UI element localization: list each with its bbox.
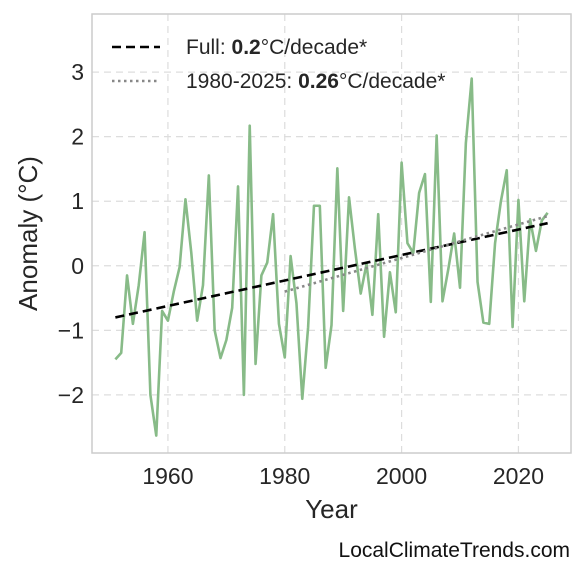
legend-label-1980-2025: 1980-2025: 0.26°C/decade*	[186, 70, 445, 93]
y-axis-label: Anomaly (°C)	[13, 156, 43, 311]
grid	[92, 14, 571, 453]
trend-line-full	[115, 221, 548, 319]
legend-label-full-value: 0.2	[232, 36, 261, 59]
plot-background	[92, 14, 571, 453]
legend: Full: 0.2°C/decade* 1980-2025: 0.26°C/de…	[112, 36, 445, 93]
x-tick-label: 1980	[259, 463, 310, 489]
legend-label-1980-suffix: °C/decade*	[339, 70, 445, 93]
series-anomaly-line	[114, 77, 549, 437]
legend-label-full: Full: 0.2°C/decade*	[186, 36, 367, 59]
y-tick-label: 1	[71, 188, 84, 214]
y-tick-label: 3	[71, 59, 84, 85]
credit-text: LocalClimateTrends.com	[338, 539, 570, 562]
y-tick-label: 0	[71, 253, 84, 279]
plot-frame	[91, 13, 572, 454]
x-tick-label: 2020	[493, 463, 544, 489]
y-tick-labels: −2 −1 0 1 2 3	[58, 59, 84, 408]
x-tick-labels: 1960 1980 2000 2020	[142, 463, 544, 489]
legend-label-1980-prefix: 1980-2025:	[186, 70, 298, 93]
x-tick-label: 1960	[142, 463, 193, 489]
legend-label-full-prefix: Full:	[186, 36, 232, 59]
legend-label-full-suffix: °C/decade*	[261, 36, 367, 59]
y-tick-label: −2	[58, 382, 84, 408]
legend-label-1980-value: 0.26	[298, 70, 339, 93]
x-axis-label: Year	[305, 494, 358, 524]
series-group	[114, 77, 549, 437]
y-tick-label: −1	[58, 317, 84, 343]
x-tick-label: 2000	[376, 463, 427, 489]
y-tick-label: 2	[71, 124, 84, 150]
